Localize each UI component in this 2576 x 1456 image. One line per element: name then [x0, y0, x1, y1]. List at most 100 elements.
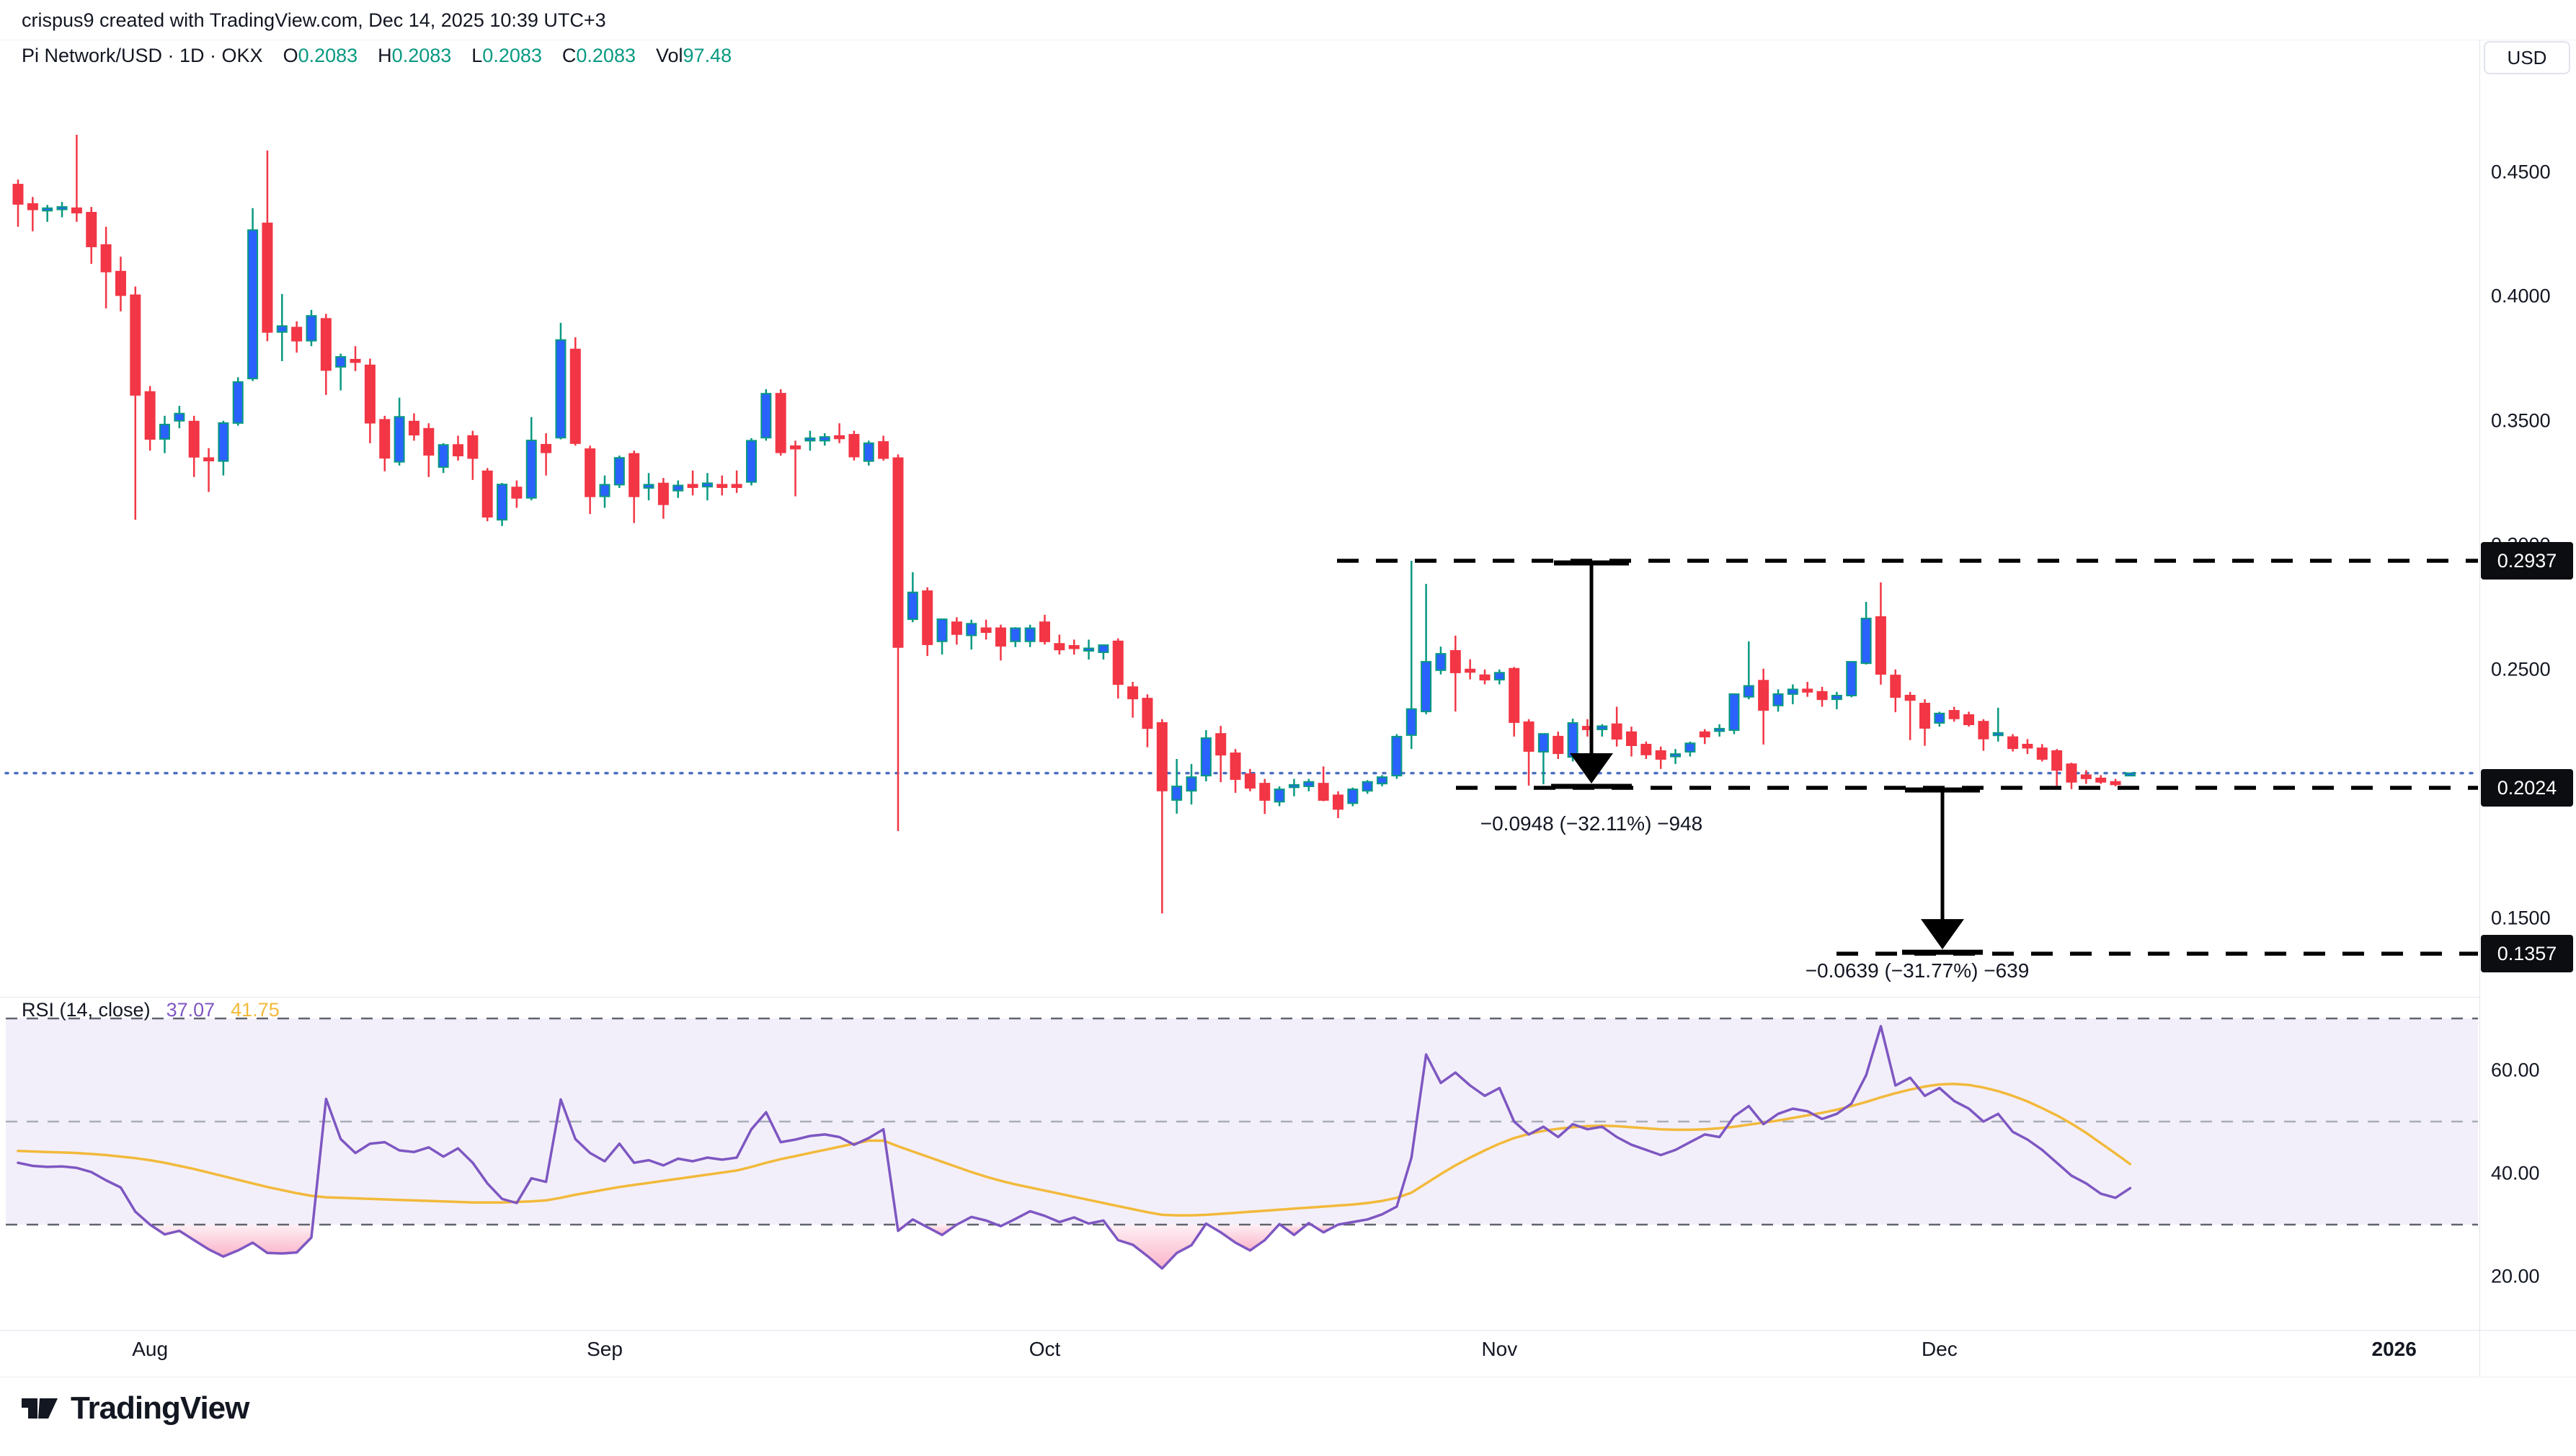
- candle-body: [1948, 710, 1960, 719]
- candle-body: [569, 348, 581, 444]
- candle-body: [657, 482, 669, 505]
- price-badge-0.1357: 0.1357: [2481, 935, 2573, 973]
- price-range-label-1[interactable]: −0.0948 (−32.11%) −948: [1480, 812, 1703, 835]
- attribution-bar: crispus9 created with TradingView.com, D…: [0, 0, 2576, 40]
- candle-body: [1802, 688, 1813, 693]
- candle-body: [56, 206, 68, 210]
- rsi-oversold-area: [1311, 1225, 1338, 1233]
- candle-body: [350, 358, 361, 363]
- candle-body: [966, 623, 977, 636]
- rsi-oversold-area: [1280, 1225, 1307, 1235]
- candle-body: [467, 435, 479, 459]
- candle-body: [1244, 773, 1256, 789]
- candle-body: [716, 484, 728, 488]
- candle-body: [687, 484, 698, 488]
- candle-body: [1963, 714, 1975, 726]
- time-label-2026: 2026: [2371, 1338, 2417, 1360]
- candle-body: [218, 422, 229, 462]
- rsi-oversold-area: [922, 1225, 957, 1235]
- tradingview-footer: TradingView: [20, 1388, 249, 1429]
- candle-body: [1405, 708, 1417, 736]
- attribution-text: crispus9 created with TradingView.com, D…: [22, 9, 606, 31]
- currency-unit-button[interactable]: USD: [2484, 41, 2570, 74]
- volume-value: Vol97.48: [655, 45, 732, 66]
- candle-body: [1098, 644, 1109, 653]
- candle-body: [1640, 743, 1652, 755]
- candle-body: [1421, 661, 1432, 713]
- candle-body: [746, 440, 757, 483]
- candle-body: [1083, 647, 1095, 652]
- candle-body: [2007, 736, 2019, 750]
- candle-body: [1743, 685, 1754, 698]
- rsi-oversold-area: [1207, 1225, 1279, 1251]
- candle-body: [541, 443, 552, 453]
- rsi-oversold-area: [1106, 1225, 1206, 1269]
- candle-body: [1142, 698, 1153, 729]
- candle-body: [1758, 680, 1769, 711]
- ohlc-open: O0.2083: [283, 45, 358, 66]
- candle-body: [453, 444, 463, 457]
- candle-body: [878, 441, 889, 459]
- candle-body: [1068, 645, 1080, 649]
- candle-body: [760, 393, 772, 439]
- candle-body: [1626, 731, 1637, 747]
- tradingview-wordmark[interactable]: TradingView: [71, 1390, 249, 1426]
- candle-body: [262, 222, 273, 333]
- tradingview-logo-icon[interactable]: [20, 1388, 61, 1429]
- candle-body: [892, 457, 904, 648]
- candle-body: [1846, 661, 1857, 697]
- candle-body: [1200, 737, 1212, 777]
- candle-body: [379, 419, 391, 459]
- candle-body: [863, 442, 874, 462]
- candle-body: [1611, 723, 1622, 740]
- candle-body: [1347, 789, 1359, 804]
- candle-body: [555, 339, 567, 439]
- price-range-label-2[interactable]: −0.0639 (−31.77%) −639: [1805, 959, 2030, 982]
- candle-body: [276, 325, 288, 333]
- time-label-Sep: Sep: [587, 1338, 623, 1360]
- candle-body: [980, 627, 992, 634]
- candle-body: [1259, 783, 1271, 801]
- candle-body: [848, 434, 860, 458]
- pane-divider[interactable]: [0, 997, 2479, 998]
- candle-body: [1362, 781, 1373, 792]
- candle-body: [643, 484, 654, 489]
- rsi-title[interactable]: RSI (14, close): [22, 999, 151, 1021]
- candle-body: [1493, 672, 1505, 680]
- candle-body: [481, 470, 493, 518]
- rsi-legend: RSI (14, close) 37.07 41.75: [22, 999, 280, 1021]
- candle-body: [775, 393, 786, 453]
- candle-body: [1934, 712, 1945, 724]
- candle-body: [1318, 783, 1329, 801]
- candle-body: [1230, 753, 1241, 780]
- candle-body: [1684, 742, 1696, 753]
- candle-body: [525, 440, 537, 499]
- candle-body: [1875, 616, 1886, 675]
- candle-body: [995, 627, 1006, 647]
- price-tick-0.2500: 0.2500: [2491, 658, 2551, 680]
- candle-body: [86, 212, 97, 247]
- candle-body: [320, 318, 332, 371]
- candle-body: [1919, 703, 1930, 729]
- rsi-ma-line: [17, 1083, 2132, 1217]
- candle-body: [1171, 785, 1183, 801]
- candle-body: [100, 244, 112, 272]
- candle-body: [27, 203, 38, 210]
- candle-body: [1537, 733, 1549, 753]
- candle-body: [1655, 750, 1666, 760]
- candle-body: [335, 356, 347, 368]
- price-badge-0.2024: 0.2024: [2481, 769, 2573, 807]
- candle-body: [1831, 695, 1842, 701]
- candle-body: [1112, 640, 1124, 685]
- rsi-oversold-area: [150, 1225, 313, 1257]
- candle-body: [1186, 776, 1197, 792]
- candle-body: [819, 436, 830, 442]
- candle-body: [1567, 722, 1578, 758]
- symbol-title[interactable]: Pi Network/USD · 1D · OKX: [22, 45, 263, 66]
- candle-body: [1303, 781, 1315, 787]
- candle-body: [408, 420, 419, 436]
- rsi-tick-20.00: 20.00: [2491, 1265, 2540, 1287]
- candle-body: [1024, 627, 1036, 642]
